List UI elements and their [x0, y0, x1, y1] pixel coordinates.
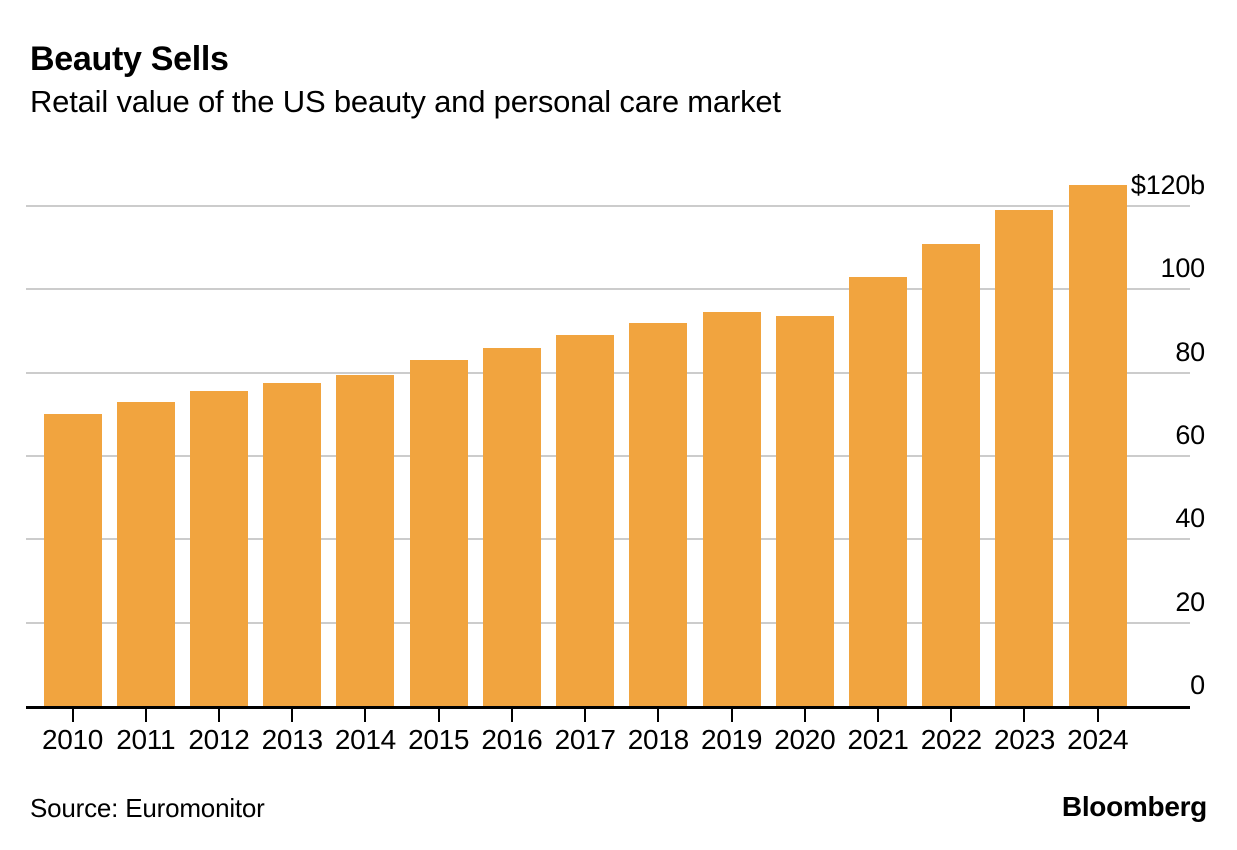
- x-tick-2016: [510, 709, 513, 722]
- chart-subtitle: Retail value of the US beauty and person…: [30, 84, 781, 119]
- x-axis-label-2012: 2012: [188, 724, 250, 755]
- x-axis-label-2024: 2024: [1067, 724, 1129, 755]
- y-axis-label-80: 80: [1175, 336, 1205, 367]
- x-axis-label-2017: 2017: [554, 724, 616, 755]
- x-axis-line: [26, 706, 1190, 709]
- x-tick-2018: [657, 709, 660, 722]
- x-axis-label-2016: 2016: [481, 724, 543, 755]
- bar-2019: [702, 312, 761, 706]
- x-tick-2012: [217, 709, 220, 722]
- x-axis-label-2020: 2020: [774, 724, 836, 755]
- y-axis-label-120: $120b: [1130, 170, 1205, 200]
- x-axis-label-2023: 2023: [993, 724, 1056, 755]
- y-axis-label-20: 20: [1175, 586, 1205, 617]
- x-tick-2011: [144, 709, 147, 722]
- bloomberg-logo: Bloomberg: [1061, 791, 1207, 822]
- gridline-100: [26, 288, 1190, 291]
- x-axis-label-2013: 2013: [261, 724, 323, 755]
- x-tick-2024: [1096, 709, 1099, 722]
- x-tick-2014: [364, 709, 367, 722]
- x-axis-label-2010: 2010: [41, 724, 104, 755]
- bar-2014: [336, 374, 395, 706]
- bar-2011: [116, 401, 175, 706]
- bar-2021: [849, 276, 908, 706]
- gridline-120: [26, 205, 1190, 207]
- x-tick-2021: [877, 709, 880, 722]
- x-axis-label-2022: 2022: [920, 724, 982, 755]
- x-axis-label-2014: 2014: [334, 724, 396, 755]
- bar-2023: [995, 210, 1054, 706]
- x-tick-2017: [584, 709, 587, 722]
- chart-title: Beauty Sells: [30, 40, 229, 78]
- y-axis-label-0: 0: [1190, 670, 1205, 700]
- x-tick-2023: [1023, 709, 1026, 722]
- x-axis-label-2018: 2018: [627, 724, 689, 755]
- bar-2010: [43, 414, 102, 706]
- bar-2024: [1068, 185, 1127, 706]
- bar-2020: [775, 316, 834, 706]
- y-axis-label-40: 40: [1175, 503, 1205, 534]
- x-axis-label-2019: 2019: [701, 724, 763, 755]
- x-tick-2020: [803, 709, 806, 722]
- bar-2018: [629, 322, 688, 706]
- bar-2013: [263, 383, 322, 706]
- bar-2015: [409, 360, 468, 706]
- bar-2012: [189, 391, 248, 706]
- x-axis-label-2015: 2015: [408, 724, 470, 755]
- bar-2016: [482, 347, 541, 706]
- x-axis-label-2021: 2021: [847, 724, 909, 755]
- y-axis-label-100: 100: [1160, 253, 1206, 284]
- bar-2022: [922, 243, 981, 706]
- bar-2017: [556, 335, 615, 706]
- x-axis-label-2011: 2011: [116, 724, 176, 755]
- x-tick-2013: [291, 709, 294, 722]
- x-tick-2019: [730, 709, 733, 722]
- x-tick-2022: [950, 709, 953, 722]
- x-tick-2010: [71, 709, 74, 722]
- x-tick-2015: [437, 709, 440, 722]
- source-credit: Source: Euromonitor: [30, 793, 265, 823]
- y-axis-label-60: 60: [1175, 420, 1205, 450]
